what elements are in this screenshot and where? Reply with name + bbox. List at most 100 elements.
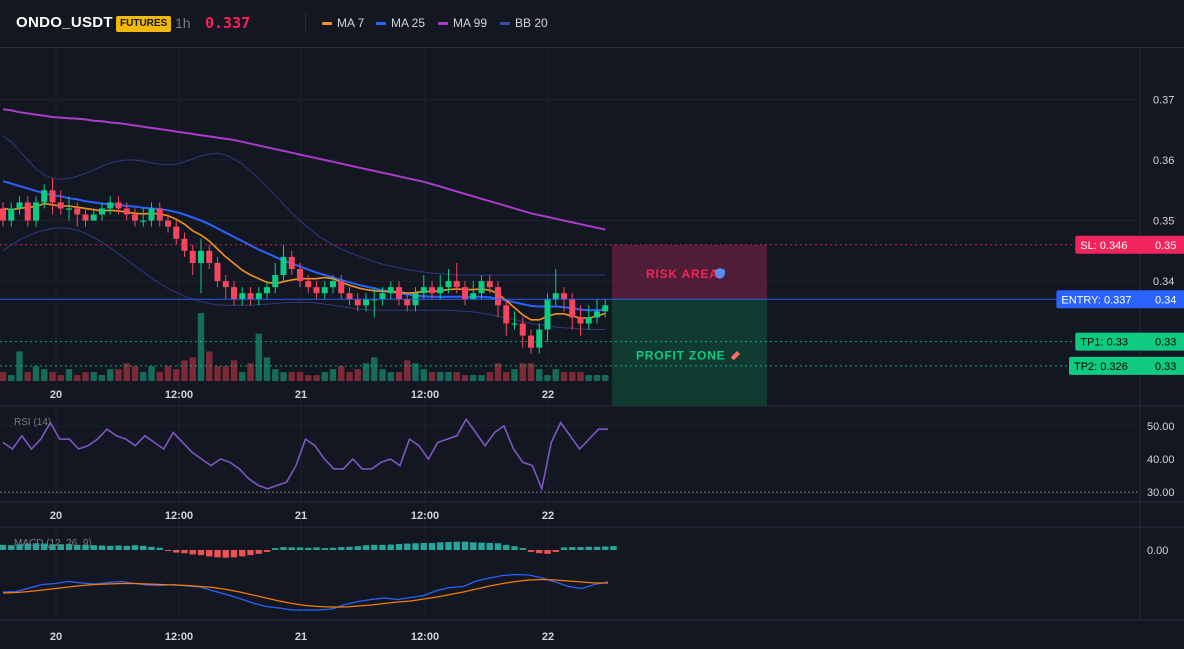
candle-body [272, 275, 279, 288]
axis-price-label: 0.34 [1155, 294, 1176, 306]
macd-histogram-bar [16, 544, 23, 550]
candle-body [181, 238, 188, 251]
volume-bar [280, 372, 287, 381]
macd-histogram-bar [593, 546, 601, 550]
macd-histogram-bar [32, 543, 40, 550]
macd-histogram-bar [577, 547, 584, 550]
volume-bar [321, 372, 328, 381]
macd-histogram-bar [354, 546, 361, 550]
macd-histogram-bar [140, 545, 147, 550]
symbol-name[interactable]: ONDO_USDT [16, 14, 113, 31]
macd-histogram-bar [552, 550, 559, 552]
volume-bar [395, 372, 403, 381]
candle-body [594, 311, 600, 318]
legend-ma99[interactable]: MA 99 [438, 16, 487, 30]
volume-bar [412, 363, 419, 381]
volume-bar [329, 369, 337, 381]
macd-histogram-bar [527, 550, 535, 552]
volume-bar [32, 366, 40, 381]
macd-histogram-bar [57, 544, 64, 550]
volume-bar [41, 369, 48, 381]
profit-zone-label: PROFIT ZONE [636, 348, 725, 362]
time-tick-label: 20 [50, 389, 62, 401]
volume-bar [239, 372, 246, 381]
candle-body [214, 262, 221, 282]
level-label: TP2: 0.326 [1074, 361, 1128, 373]
macd-histogram-bar [379, 544, 386, 550]
macd-histogram-bar [486, 542, 493, 550]
candle-body [495, 287, 501, 306]
candle-body [280, 256, 287, 276]
volume-bar [453, 372, 460, 381]
volume-bar [98, 375, 106, 381]
candle-body [115, 202, 122, 209]
candle-body [363, 299, 369, 306]
macd-histogram-bar [420, 542, 427, 550]
macd-histogram-bar [131, 545, 139, 550]
candle-body [354, 299, 361, 306]
volume-bar [16, 351, 23, 381]
macd-title: MACD (12, 26, 9) [14, 538, 92, 549]
volume-bar [0, 372, 7, 381]
axis-labels: 0.37 0.36 0.35 0.34 20 12:00 21 12:00 22 20 12:00 2… [50, 94, 1175, 643]
candle-body [429, 287, 435, 294]
volume-bars [0, 313, 609, 381]
time-tick-label: 21 [295, 631, 307, 643]
legend-ma7[interactable]: MA 7 [322, 16, 364, 30]
candle-body [338, 281, 345, 294]
macd-histogram-bar [461, 541, 469, 550]
volume-bar [263, 357, 271, 381]
rsi-tick-label: 30.00 [1147, 487, 1175, 499]
volume-bar [544, 375, 551, 381]
level-label: SL: 0.346 [1080, 240, 1127, 252]
macd-histogram-bar [321, 548, 328, 550]
candle-body [396, 287, 402, 300]
timeframe-label[interactable]: 1h [175, 15, 191, 31]
legend-label: MA 99 [453, 16, 488, 30]
macd-histogram-bar [263, 550, 271, 552]
candle-body [123, 208, 130, 215]
macd-histogram-bar [412, 543, 419, 550]
candle-body [132, 214, 138, 221]
time-tick-label: 22 [542, 389, 554, 401]
candle-body [453, 281, 460, 288]
axis-price-tag [1141, 332, 1184, 351]
volume-bar [214, 366, 221, 381]
macd-histogram-bar [115, 545, 122, 550]
legend-ma25[interactable]: MA 25 [376, 16, 425, 30]
macd-histogram-bar [478, 542, 485, 550]
volume-bar [387, 372, 394, 381]
candle-body [264, 287, 270, 294]
volume-bar [593, 375, 601, 381]
legend-bb20[interactable]: BB 20 [500, 16, 548, 30]
volume-bar [478, 375, 485, 381]
candle-body [148, 208, 155, 221]
candle-body [8, 208, 15, 221]
macd-histogram-bar [288, 547, 295, 550]
macd-histogram-bar [206, 550, 213, 557]
macd-histogram-bar [90, 545, 97, 550]
macd-histogram-bar [503, 544, 510, 550]
legend-label: MA 25 [391, 16, 426, 30]
candle-body [561, 293, 567, 300]
candle-body [330, 281, 336, 288]
volume-bar [577, 372, 584, 381]
legend-swatch [500, 21, 510, 25]
price-tick-label: 0.35 [1153, 216, 1174, 228]
candle-body [255, 293, 262, 300]
candle-body [404, 299, 411, 306]
macd-histogram-bar [65, 543, 73, 550]
candle-body [420, 287, 427, 294]
volume-bar [428, 372, 436, 381]
price-tick-label: 0.37 [1153, 94, 1174, 106]
macd-histogram-bar [173, 550, 180, 553]
volume-bar [247, 363, 254, 381]
candle-body [140, 220, 147, 222]
volume-bar [362, 363, 370, 381]
candle-body [24, 202, 31, 221]
level-tag [1075, 235, 1142, 254]
volume-bar [164, 366, 172, 381]
candle-body [552, 293, 559, 300]
